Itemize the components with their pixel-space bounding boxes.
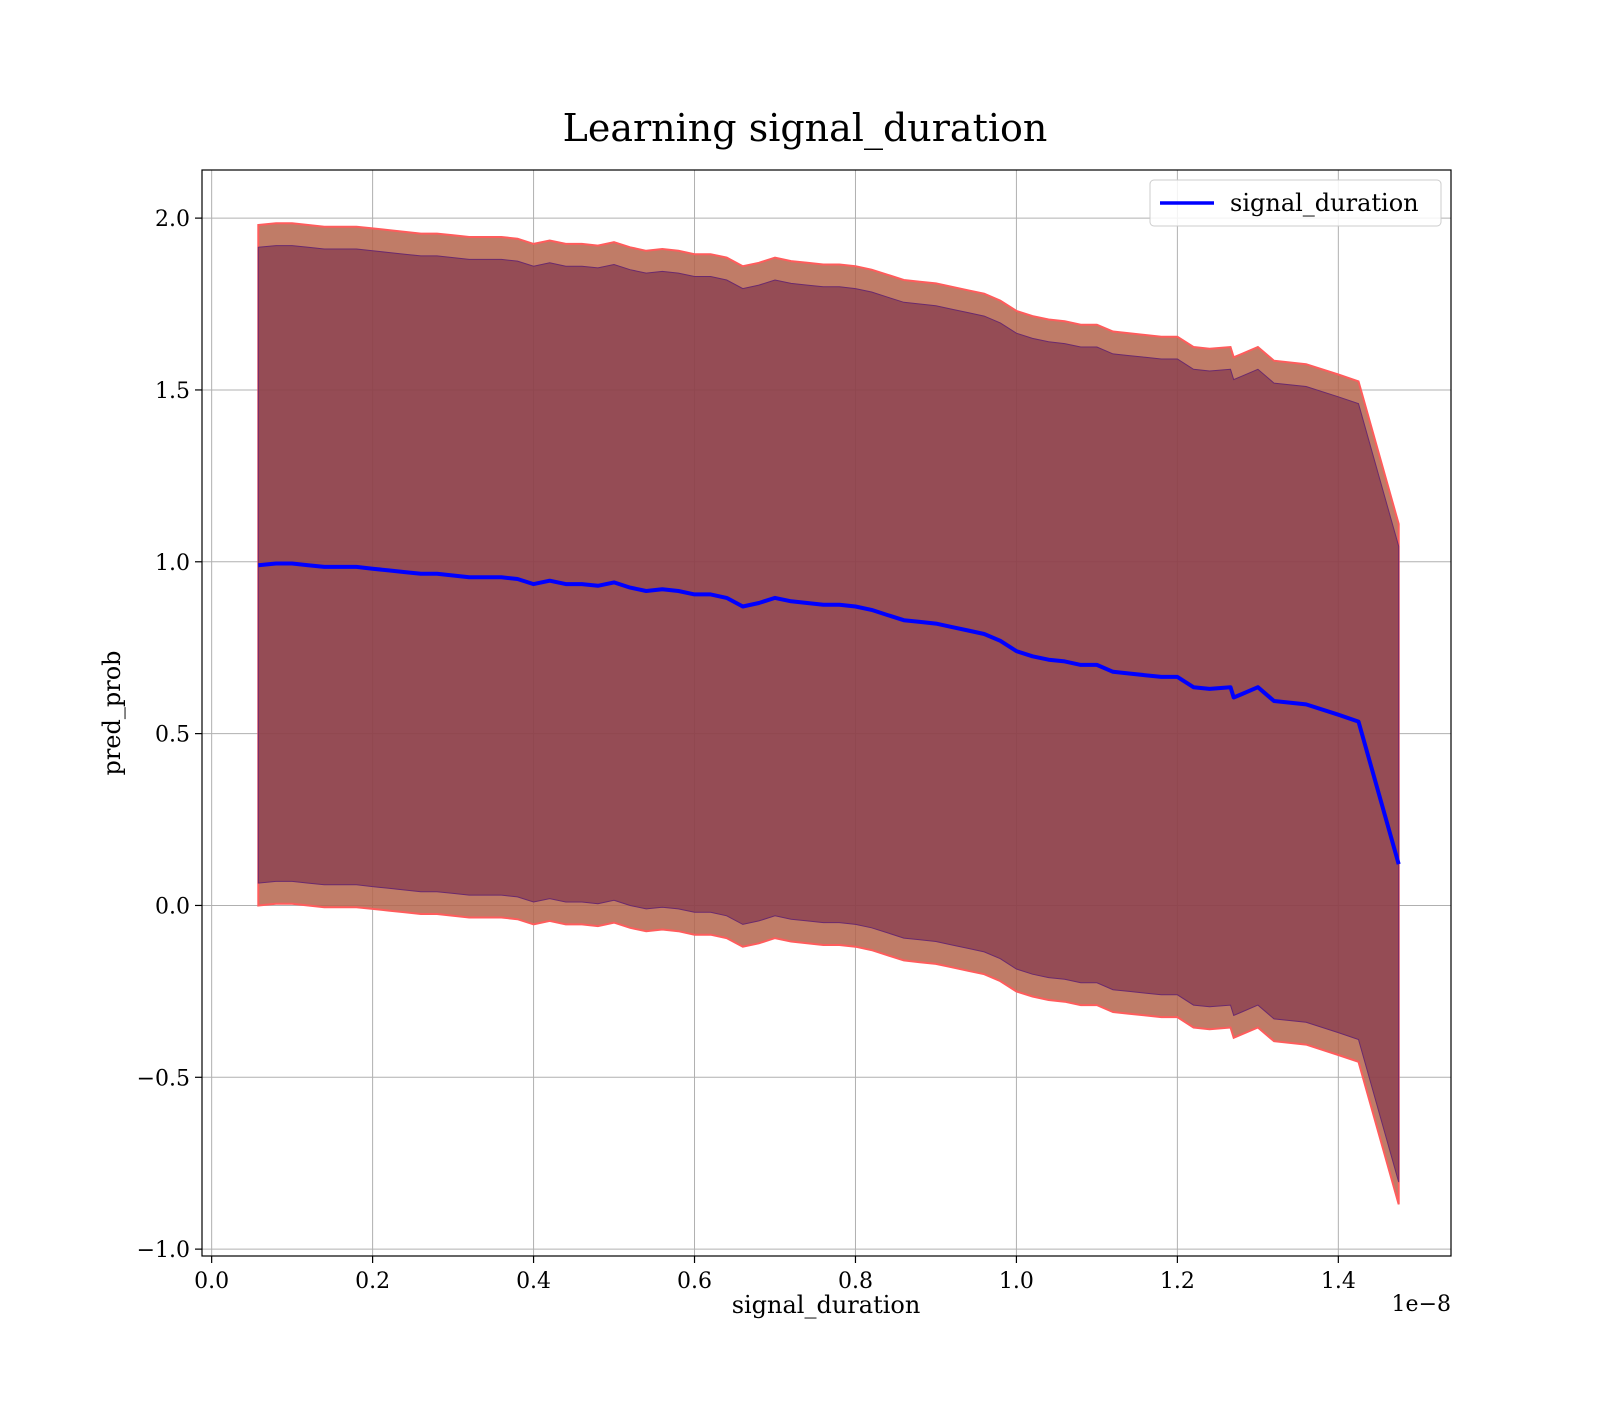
x-tick-label: 0.0 — [194, 1269, 229, 1294]
x-tick-label: 0.8 — [838, 1269, 873, 1294]
y-tick-label: 0.0 — [155, 894, 190, 919]
legend-label: signal_duration — [1230, 189, 1419, 217]
y-tick-label: −1.0 — [137, 1238, 190, 1263]
inner-uncertainty-band — [257, 245, 1400, 1183]
y-tick-label: 1.5 — [155, 379, 190, 404]
x-axis-ticks: 0.0 0.2 0.4 0.6 0.8 1.0 1.2 1.4 — [194, 1256, 1356, 1294]
y-axis-label: pred_prob — [98, 650, 126, 775]
series-lines — [258, 561, 1401, 865]
x-axis-label: signal_duration — [732, 1291, 921, 1319]
x-axis-offset-label: 1e−8 — [1392, 1292, 1451, 1317]
plot-frame — [201, 169, 1452, 1257]
uncertainty-bands — [257, 222, 1400, 1205]
y-tick-label: 0.5 — [155, 723, 190, 748]
y-tick-label: −0.5 — [137, 1066, 190, 1091]
legend-box — [1149, 179, 1442, 227]
legend: signal_duration — [1149, 179, 1442, 227]
x-tick-label: 0.4 — [516, 1269, 551, 1294]
series-line-signal-duration — [258, 561, 1401, 865]
y-tick-label: 2.0 — [155, 207, 190, 232]
y-axis-ticks: −1.0 −0.5 0.0 0.5 1.0 1.5 2.0 — [137, 207, 202, 1263]
x-tick-label: 1.2 — [1160, 1269, 1195, 1294]
x-tick-label: 0.2 — [355, 1269, 390, 1294]
x-tick-label: 1.0 — [999, 1269, 1034, 1294]
x-tick-label: 0.6 — [677, 1269, 712, 1294]
y-tick-label: 1.0 — [155, 551, 190, 576]
chart-title: Learning signal_duration — [563, 106, 1048, 151]
x-tick-label: 1.4 — [1321, 1269, 1356, 1294]
